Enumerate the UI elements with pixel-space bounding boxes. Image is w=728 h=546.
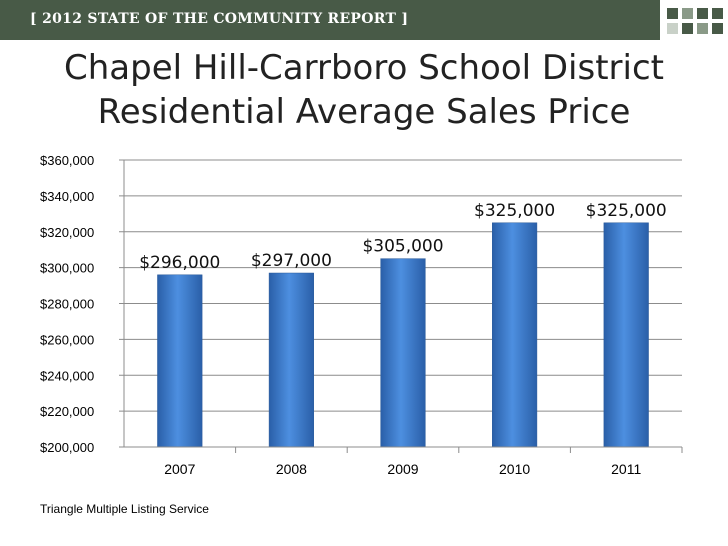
y-tick-label: $280,000 <box>40 297 94 312</box>
bar <box>268 272 314 448</box>
x-tick-label: 2009 <box>387 461 418 477</box>
bar <box>492 222 538 448</box>
y-tick-label: $340,000 <box>40 189 94 204</box>
x-tick-label: 2008 <box>276 461 307 477</box>
x-tick-label: 2010 <box>499 461 530 477</box>
source-note: Triangle Multiple Listing Service <box>40 502 209 516</box>
x-tick-label: 2011 <box>611 461 641 477</box>
bar <box>603 222 649 448</box>
page-title: Chapel Hill-Carrboro School District Res… <box>0 46 728 134</box>
x-tick-label: 2007 <box>164 461 195 477</box>
title-line-2: Residential Average Sales Price <box>97 92 631 132</box>
square-icon <box>682 8 693 19</box>
square-icon <box>712 8 723 19</box>
y-tick-label: $220,000 <box>40 404 94 419</box>
square-icon <box>697 23 708 34</box>
report-banner: [ 2012 STATE OF THE COMMUNITY REPORT ] <box>0 0 660 40</box>
y-tick-label: $300,000 <box>40 261 94 276</box>
square-icon <box>667 23 678 34</box>
y-tick-label: $200,000 <box>40 440 94 455</box>
square-icon <box>682 23 693 34</box>
square-icon <box>712 23 723 34</box>
square-icon <box>667 8 678 19</box>
bar <box>157 274 203 448</box>
data-label: $296,000 <box>139 253 220 273</box>
y-tick-label: $260,000 <box>40 332 94 347</box>
square-icon <box>697 8 708 19</box>
title-line-1: Chapel Hill-Carrboro School District <box>63 48 664 88</box>
y-tick-label: $360,000 <box>40 153 94 168</box>
y-tick-label: $320,000 <box>40 225 94 240</box>
data-label: $305,000 <box>362 237 443 257</box>
y-tick-label: $240,000 <box>40 368 94 383</box>
decorative-squares <box>667 8 727 48</box>
data-label: $325,000 <box>586 201 667 221</box>
banner-text: [ 2012 STATE OF THE COMMUNITY REPORT ] <box>30 11 409 27</box>
bar <box>380 258 426 448</box>
data-label: $297,000 <box>251 251 332 271</box>
data-label: $325,000 <box>474 201 555 221</box>
